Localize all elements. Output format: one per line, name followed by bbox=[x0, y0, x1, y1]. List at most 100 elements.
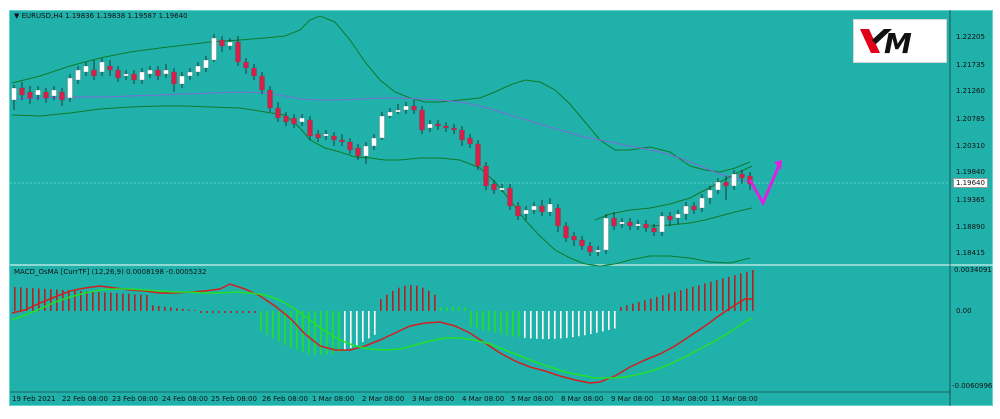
candle-body bbox=[139, 71, 145, 81]
time-label: 19 Feb 2021 bbox=[12, 395, 56, 403]
candle-body bbox=[411, 105, 417, 111]
macd-histogram-bar bbox=[254, 311, 256, 313]
macd-histogram-bar bbox=[452, 307, 454, 311]
macd-histogram-bar bbox=[554, 311, 556, 339]
candle-body bbox=[227, 41, 233, 47]
macd-histogram-bar bbox=[638, 301, 640, 311]
candle-body bbox=[651, 227, 657, 233]
candle-body bbox=[611, 217, 617, 227]
candle-body bbox=[51, 89, 57, 97]
macd-histogram-bar bbox=[248, 311, 250, 313]
macd-histogram-bar bbox=[536, 311, 538, 339]
macd-histogram-bar bbox=[524, 311, 526, 338]
candlestick-series bbox=[11, 34, 753, 256]
macd-histogram-bar bbox=[224, 311, 226, 313]
price-label: 1.22205 bbox=[956, 33, 985, 41]
time-label: 3 Mar 08:00 bbox=[412, 395, 455, 403]
macd-axis-label: 0.0034091 bbox=[954, 266, 992, 274]
macd-histogram-bar bbox=[158, 305, 160, 311]
candle-body bbox=[259, 75, 265, 91]
candle-body bbox=[179, 75, 185, 85]
candle-body bbox=[563, 225, 569, 239]
time-label: 11 Mar 08:00 bbox=[711, 395, 758, 403]
macd-histogram-bar bbox=[644, 300, 646, 311]
macd-histogram-bar bbox=[110, 292, 112, 311]
macd-histogram-bar bbox=[698, 285, 700, 311]
macd-histogram-bar bbox=[578, 311, 580, 337]
candle-body bbox=[371, 137, 377, 147]
candle-body bbox=[363, 145, 369, 157]
candle-body bbox=[235, 41, 241, 63]
candle-body bbox=[619, 221, 625, 225]
xm-logo: M X bbox=[853, 19, 947, 63]
macd-histogram-bar bbox=[518, 311, 520, 338]
macd-histogram-bar bbox=[20, 287, 22, 311]
candle-body bbox=[107, 65, 113, 71]
macd-histogram-bar bbox=[620, 307, 622, 311]
macd-histogram-bar bbox=[188, 309, 190, 311]
candle-body bbox=[243, 61, 249, 69]
candle-body bbox=[27, 91, 33, 99]
macd-histogram-bar bbox=[626, 305, 628, 311]
macd-histogram-bar bbox=[134, 294, 136, 311]
macd-histogram-bar bbox=[44, 288, 46, 311]
candle-body bbox=[507, 187, 513, 207]
candle-body bbox=[459, 129, 465, 141]
time-label: 8 Mar 08:00 bbox=[561, 395, 604, 403]
macd-histogram-bar bbox=[734, 275, 736, 311]
price-label: 1.20310 bbox=[956, 142, 985, 150]
candle-body bbox=[691, 205, 697, 211]
macd-histogram-bar bbox=[680, 290, 682, 311]
candle-body bbox=[403, 105, 409, 111]
macd-histogram-bar bbox=[152, 305, 154, 311]
price-label: 1.18415 bbox=[956, 249, 985, 257]
candle-body bbox=[339, 139, 345, 143]
time-label: 25 Feb 08:00 bbox=[211, 395, 257, 403]
candle-body bbox=[483, 165, 489, 187]
macd-histogram-bar bbox=[62, 289, 64, 311]
candle-body bbox=[315, 133, 321, 139]
macd-histogram bbox=[14, 270, 754, 355]
macd-histogram-bar bbox=[392, 290, 394, 311]
candle-body bbox=[395, 109, 401, 113]
candle-body bbox=[715, 181, 721, 191]
macd-histogram-bar bbox=[14, 287, 16, 311]
macd-histogram-bar bbox=[218, 311, 220, 313]
macd-histogram-bar bbox=[32, 288, 34, 311]
macd-histogram-bar bbox=[740, 273, 742, 311]
macd-histogram-bar bbox=[80, 290, 82, 311]
macd-header: MACD_OsMA [CurrTF] (12,26,9) 0.0008198 -… bbox=[14, 268, 207, 276]
macd-histogram-bar bbox=[584, 311, 586, 336]
macd-histogram-bar bbox=[104, 292, 106, 311]
macd-histogram-bar bbox=[614, 311, 616, 329]
macd-histogram-bar bbox=[146, 294, 148, 311]
candle-body bbox=[211, 37, 217, 61]
candle-body bbox=[675, 213, 681, 219]
candle-body bbox=[75, 69, 81, 81]
macd-histogram-bar bbox=[428, 290, 430, 311]
macd-histogram-bar bbox=[716, 280, 718, 311]
macd-histogram-bar bbox=[314, 311, 316, 355]
macd-histogram-bar bbox=[440, 307, 442, 311]
macd-histogram-bar bbox=[656, 296, 658, 311]
macd-histogram-bar bbox=[164, 306, 166, 311]
candle-body bbox=[451, 127, 457, 131]
macd-histogram-bar bbox=[74, 290, 76, 311]
macd-histogram-bar bbox=[350, 311, 352, 348]
macd-histogram-bar bbox=[542, 311, 544, 339]
candle-body bbox=[635, 223, 641, 227]
candle-body bbox=[683, 205, 689, 215]
macd-histogram-bar bbox=[200, 311, 202, 313]
bollinger-middle-band bbox=[594, 165, 753, 221]
macd-histogram-bar bbox=[752, 270, 754, 311]
candle-body bbox=[187, 71, 193, 77]
macd-histogram-bar bbox=[170, 307, 172, 311]
candle-body bbox=[699, 197, 705, 209]
macd-histogram-bar bbox=[176, 308, 178, 311]
macd-histogram-bar bbox=[116, 293, 118, 311]
macd-histogram-bar bbox=[488, 311, 490, 332]
macd-histogram-bar bbox=[38, 288, 40, 311]
macd-histogram-bar bbox=[710, 281, 712, 311]
candle-body bbox=[579, 239, 585, 247]
